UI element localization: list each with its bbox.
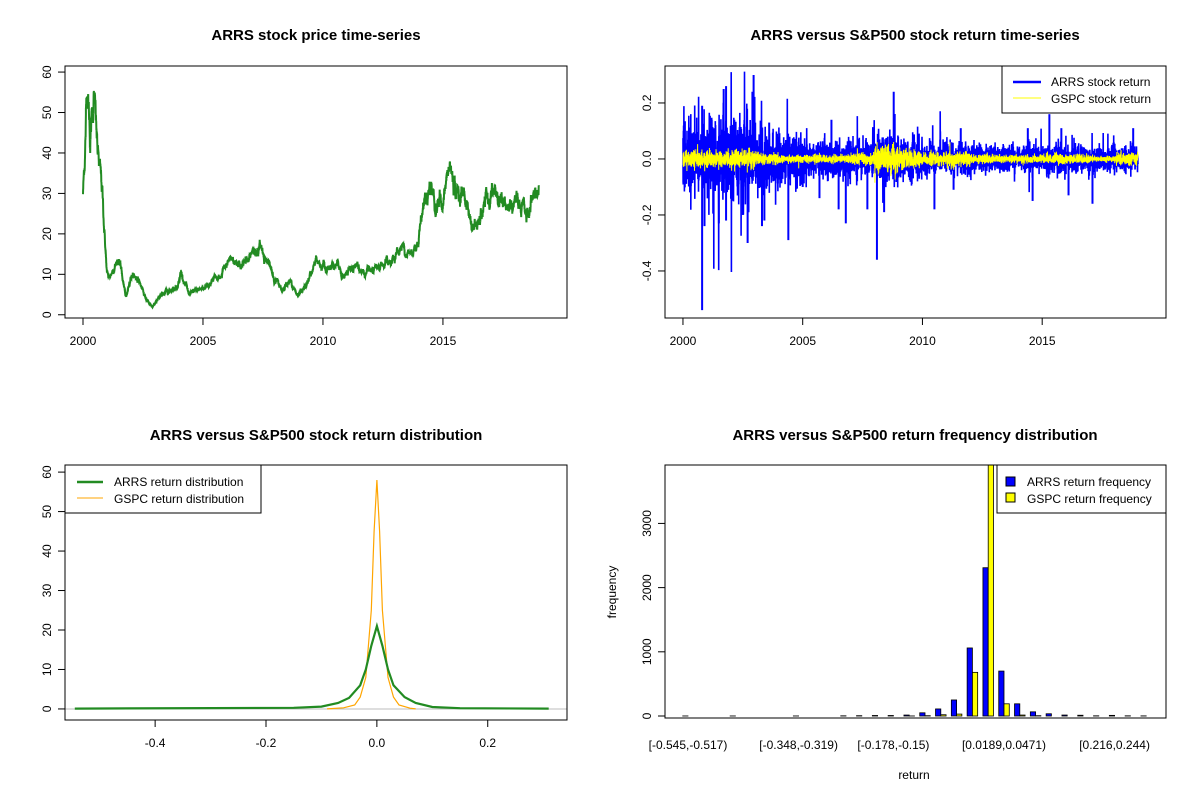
arrs-frequency-bar (966, 647, 973, 717)
y-tick-label: 50 (40, 505, 54, 519)
plot-frame (64, 65, 568, 319)
y-tick-label: 2000 (640, 574, 654, 601)
y-tick-label: 10 (40, 267, 54, 281)
x-tick-label: 2015 (1029, 334, 1056, 348)
x-tick-label: 2010 (909, 334, 936, 348)
y-tick-label: 0 (40, 311, 54, 318)
arrs-frequency-bar (1014, 703, 1021, 717)
gspc-density-line (326, 479, 416, 710)
y-tick-label: -0.2 (640, 204, 654, 225)
y-tick-label: 20 (40, 623, 54, 637)
arrs-frequency-bar (903, 714, 910, 717)
legend-label-arrs: ARRS return distribution (114, 475, 243, 489)
x-tick-label: 2015 (430, 334, 457, 348)
x-tick-label: 2000 (670, 334, 697, 348)
legend-box (64, 464, 262, 514)
y-tick-label: 1000 (640, 638, 654, 665)
x-tick-label: [0.216,0.244) (1079, 738, 1150, 752)
arrs-frequency-bar (1045, 713, 1052, 717)
arrs-density-line (74, 622, 549, 710)
gspc-frequency-bar (1019, 714, 1026, 717)
y-tick-label: 50 (40, 106, 54, 120)
y-axis-label: frequency (605, 566, 619, 619)
price-line (82, 90, 540, 310)
y-tick-label: 10 (40, 662, 54, 676)
plot-frame (64, 464, 568, 721)
price-chart-title: ARRS stock price time-series (211, 27, 420, 44)
legend-label-gspc: GSPC return distribution (114, 492, 244, 506)
gspc-return-line (682, 141, 1139, 183)
gspc-frequency-bar (956, 713, 963, 717)
x-tick-label: 2000 (70, 334, 97, 348)
price-plot: 2000 2005 2010 2015 0 10 20 30 40 50 60 (40, 65, 568, 348)
y-tick-label: 40 (40, 146, 54, 160)
arrs-frequency-bar (887, 715, 894, 717)
legend-swatch-arrs (1005, 476, 1016, 487)
frequency-legend: ARRS return frequency GSPC return freque… (996, 464, 1167, 514)
arrs-frequency-bar (1108, 714, 1115, 717)
gspc-frequency-bar (940, 714, 947, 717)
y-tick-label: 0 (40, 705, 54, 712)
frequency-chart-title: ARRS versus S&P500 return frequency dist… (732, 427, 1097, 444)
x-tick-label: [-0.178,-0.15) (857, 738, 929, 752)
arrs-frequency-bar (1077, 714, 1084, 717)
legend-label-gspc: GSPC return frequency (1027, 492, 1152, 506)
plot-frame (664, 464, 1167, 719)
legend-swatch-gspc (1005, 492, 1016, 503)
y-tick-label: 30 (40, 584, 54, 598)
legend-label-gspc: GSPC stock return (1051, 92, 1151, 106)
legend-box (1001, 65, 1167, 114)
distribution-chart-title: ARRS versus S&P500 stock return distribu… (150, 427, 483, 444)
return-legend: ARRS stock return GSPC stock return (1001, 65, 1167, 114)
x-tick-label: [0.0189,0.0471) (962, 738, 1046, 752)
x-tick-label: -0.2 (256, 736, 277, 750)
y-tick-label: 20 (40, 227, 54, 241)
arrs-frequency-bar (935, 708, 942, 717)
legend-label-arrs: ARRS return frequency (1027, 475, 1151, 489)
arrs-frequency-bar (871, 715, 879, 717)
y-tick-label: 40 (40, 544, 54, 558)
arrs-frequency-bar (998, 670, 1005, 717)
y-tick-label: -0.4 (640, 260, 654, 281)
x-tick-label: 2010 (310, 334, 337, 348)
y-tick-label: 0.0 (640, 150, 654, 167)
arrs-frequency-bar (982, 567, 989, 717)
frequency-plot: [-0.545,-0.517) [-0.348,-0.319) [-0.178,-0… (640, 464, 1167, 752)
arrs-frequency-bar (1029, 711, 1036, 717)
x-tick-label: 2005 (190, 334, 217, 348)
gspc-frequency-bar (972, 671, 979, 717)
return-plot: 2000 2005 2010 2015 -0.4 -0.2 0.0 0.2 (640, 65, 1167, 348)
x-tick-label: -0.4 (145, 736, 166, 750)
y-tick-label: 3000 (640, 510, 654, 537)
plot-frame (664, 65, 1167, 319)
x-tick-label: [-0.545,-0.517) (649, 738, 728, 752)
arrs-frequency-bar (919, 712, 926, 717)
arrs-frequency-bar (950, 699, 958, 717)
gspc-frequency-bar (987, 465, 994, 717)
y-tick-label: 0 (640, 712, 654, 719)
distribution-legend: ARRS return distribution GSPC return dis… (64, 464, 262, 514)
gspc-frequency-bar (1003, 703, 1010, 717)
y-tick-label: 60 (40, 465, 54, 479)
distribution-plot: -0.4 -0.2 0.0 0.2 0 10 20 30 40 50 60 (40, 464, 568, 750)
y-tick-label: 0.2 (640, 94, 654, 111)
y-tick-label: 30 (40, 186, 54, 200)
return-chart-title: ARRS versus S&P500 stock return time-ser… (750, 27, 1079, 44)
x-axis-label: return (898, 768, 929, 782)
y-tick-label: 60 (40, 65, 54, 79)
x-tick-label: 0.0 (369, 736, 386, 750)
x-tick-label: [-0.348,-0.319) (759, 738, 838, 752)
legend-box (996, 464, 1167, 514)
legend-label-arrs: ARRS stock return (1051, 75, 1150, 89)
x-tick-label: 2005 (789, 334, 816, 348)
x-tick-label: 0.2 (479, 736, 496, 750)
arrs-frequency-bar (1061, 714, 1068, 717)
